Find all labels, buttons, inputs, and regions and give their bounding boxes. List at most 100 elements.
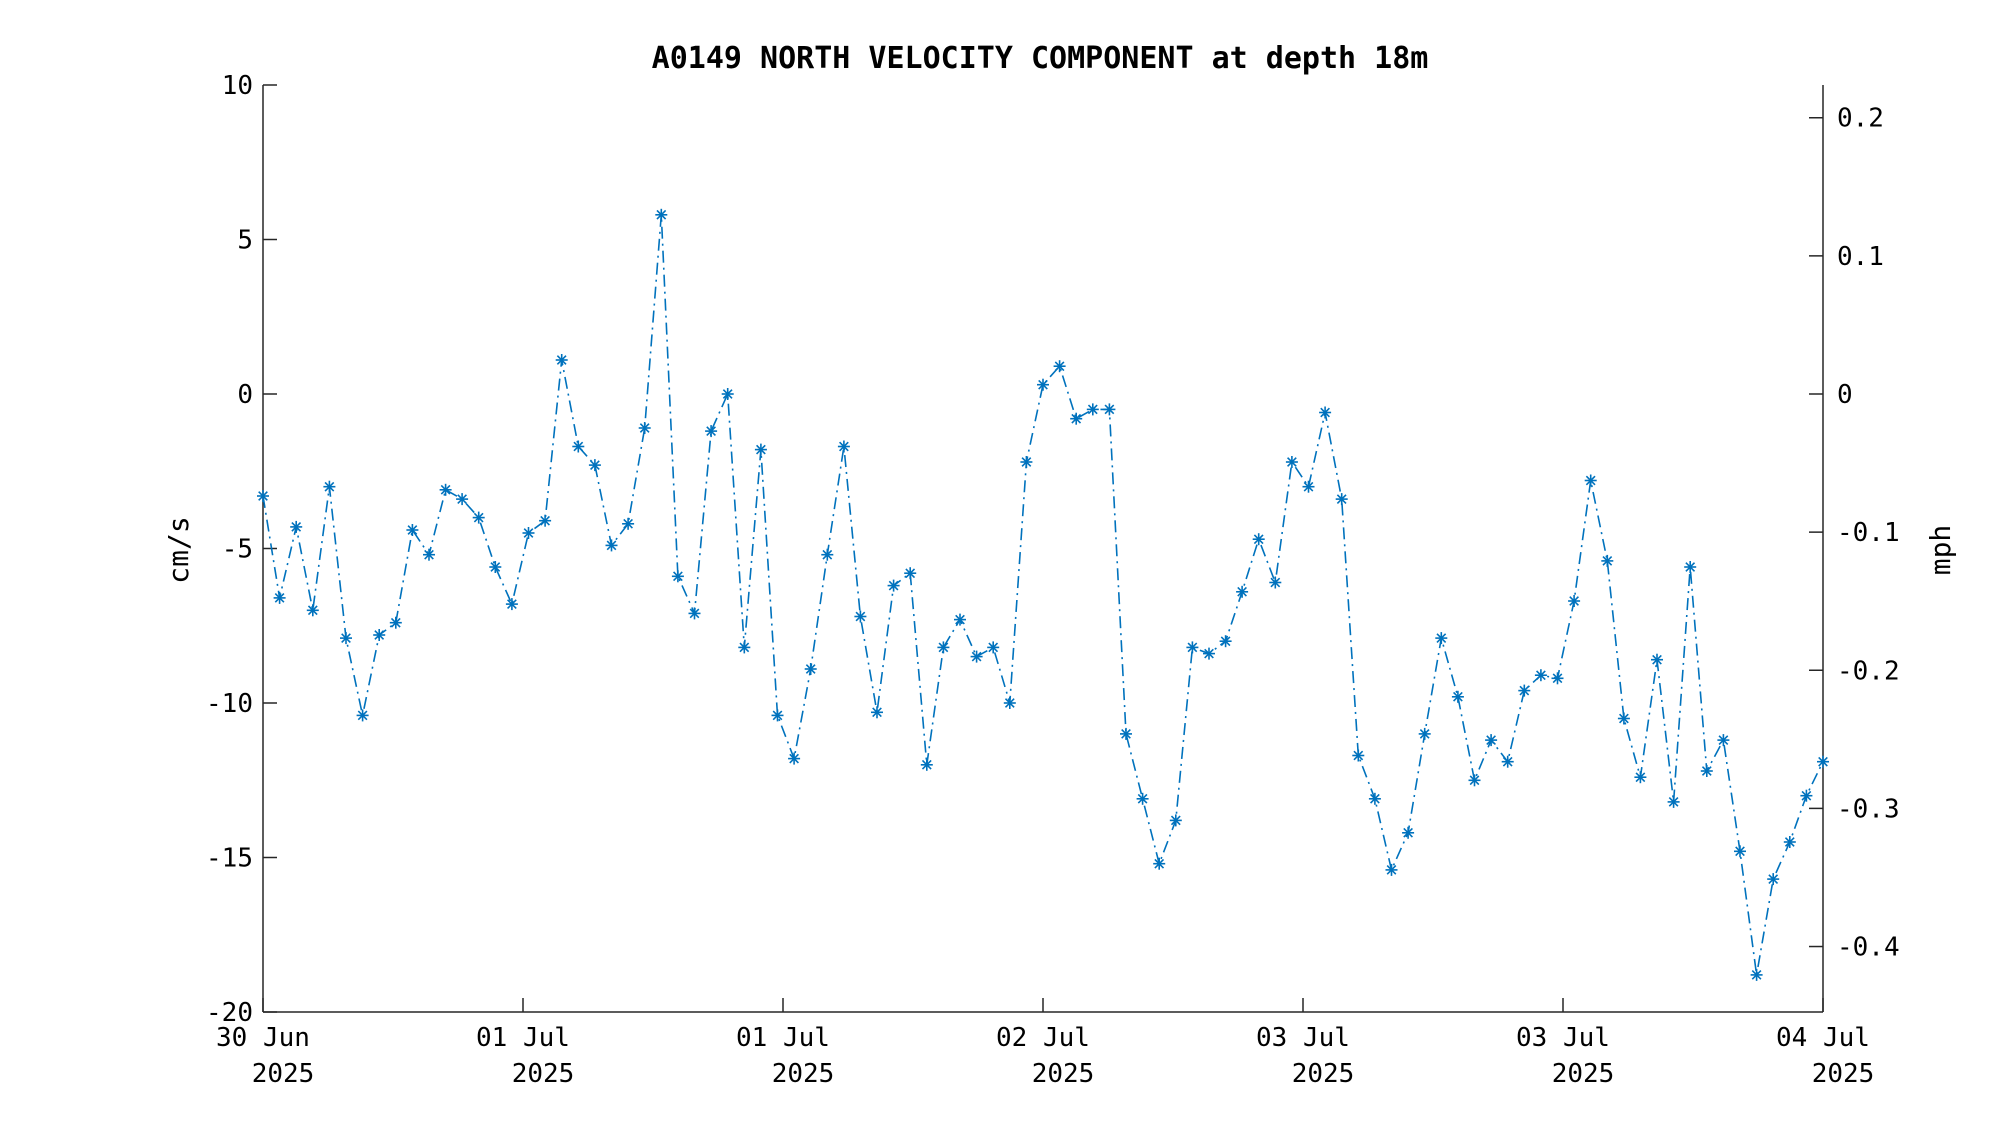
data-point: [1700, 765, 1713, 777]
data-point: [290, 520, 303, 533]
data-point: [904, 567, 917, 580]
data-point: [970, 650, 983, 663]
data-point: [1551, 672, 1564, 685]
data-point: [754, 443, 767, 456]
x-ticks: 30 Jun 2025 01 Jul 2025 01 Jul 2025 02 Jul 2025…: [216, 998, 1874, 1089]
data-point: [837, 440, 850, 453]
data-point: [1252, 533, 1265, 546]
data-point: [389, 616, 402, 629]
data-point: [1451, 690, 1464, 703]
data-point: [1070, 412, 1083, 425]
x-tick-label-year: 2025: [772, 1059, 835, 1089]
data-point: [1468, 774, 1481, 787]
data-point: [1501, 755, 1514, 768]
x-tick-label-year: 2025: [1032, 1059, 1095, 1089]
data-point: [1667, 795, 1680, 808]
data-point: [1402, 826, 1415, 839]
data-point: [655, 208, 668, 221]
y-tick-label-left: -5: [222, 535, 253, 565]
data-point: [1269, 576, 1282, 589]
data-point: [1534, 669, 1547, 682]
data-point: [1285, 456, 1298, 468]
data-point: [572, 440, 585, 453]
data-point: [954, 613, 966, 626]
y-tick-label-left: -10: [206, 689, 253, 719]
data-point: [1186, 641, 1199, 654]
data-point: [356, 709, 369, 722]
data-point: [257, 490, 269, 502]
data-point: [306, 604, 319, 617]
data-point: [920, 758, 933, 771]
data-point: [1817, 755, 1829, 768]
data-point: [738, 641, 751, 654]
data-point: [1020, 456, 1033, 468]
y-tick-label-right: 0.1: [1837, 242, 1884, 272]
y-tick-label-right: -0.2: [1837, 656, 1900, 686]
data-point: [1800, 789, 1813, 802]
data-point: [721, 388, 734, 400]
data-point: [1335, 493, 1348, 506]
data-point: [622, 517, 635, 530]
y-tick-label-left: 0: [237, 380, 253, 410]
data-point: [1783, 836, 1796, 848]
data-point: [1584, 474, 1597, 487]
data-point: [788, 752, 801, 765]
data-point: [1203, 647, 1215, 660]
x-tick-label-year: 2025: [512, 1059, 575, 1089]
data-point: [1003, 697, 1016, 709]
data-point: [605, 539, 618, 552]
data-point: [1568, 595, 1581, 607]
data-point: [887, 579, 900, 592]
y-tick-label-right: 0.2: [1837, 104, 1884, 134]
x-tick-label-date: 01 Jul: [736, 1023, 830, 1053]
data-point: [1136, 792, 1149, 805]
data-point: [1352, 749, 1365, 762]
data-point: [854, 610, 867, 623]
y-tick-label-right: -0.1: [1837, 518, 1900, 548]
y-tick-label-right: 0: [1837, 380, 1853, 410]
data-point: [1601, 554, 1614, 567]
data-point: [1684, 561, 1697, 573]
data-point: [1053, 360, 1066, 373]
x-tick-label-year: 2025: [252, 1059, 315, 1089]
data-point: [1485, 734, 1498, 747]
x-tick-label-date: 01 Jul: [476, 1023, 570, 1053]
x-tick-label-year: 2025: [1292, 1059, 1355, 1089]
data-point: [804, 663, 817, 675]
data-point: [705, 425, 718, 438]
data-point: [1086, 403, 1099, 416]
data-point: [1368, 792, 1381, 805]
data-point: [489, 561, 502, 573]
y-axis-label-right: mph: [1924, 525, 1957, 576]
data-point: [1750, 968, 1763, 981]
data-point: [1153, 857, 1166, 870]
data-point: [505, 598, 518, 611]
y-tick-label-right: -0.4: [1837, 933, 1900, 963]
y-tick-label-right: -0.3: [1837, 794, 1900, 824]
x-tick-label-year: 2025: [1812, 1059, 1875, 1089]
data-point: [555, 354, 568, 366]
data-point: [638, 422, 651, 434]
data-point: [340, 632, 352, 645]
data-point: [373, 629, 386, 641]
data-point: [1302, 480, 1315, 493]
data-point: [323, 480, 336, 493]
y-tick-label-left: -15: [206, 844, 253, 874]
data-point: [1634, 771, 1647, 784]
x-tick-label-date: 03 Jul: [1256, 1023, 1350, 1053]
x-tick-label-date: 04 Jul: [1776, 1023, 1870, 1053]
data-point: [937, 641, 950, 654]
data-point: [1734, 845, 1746, 858]
x-tick-label-year: 2025: [1552, 1059, 1615, 1089]
x-tick-label-date: 02 Jul: [996, 1023, 1090, 1053]
data-point: [871, 706, 883, 719]
series-group: [257, 208, 1829, 981]
data-point: [1518, 684, 1531, 697]
y-tick-label-left: -20: [206, 998, 253, 1028]
data-point: [671, 570, 684, 583]
data-point: [539, 514, 552, 527]
data-point: [987, 641, 1000, 654]
data-point: [1767, 873, 1780, 886]
